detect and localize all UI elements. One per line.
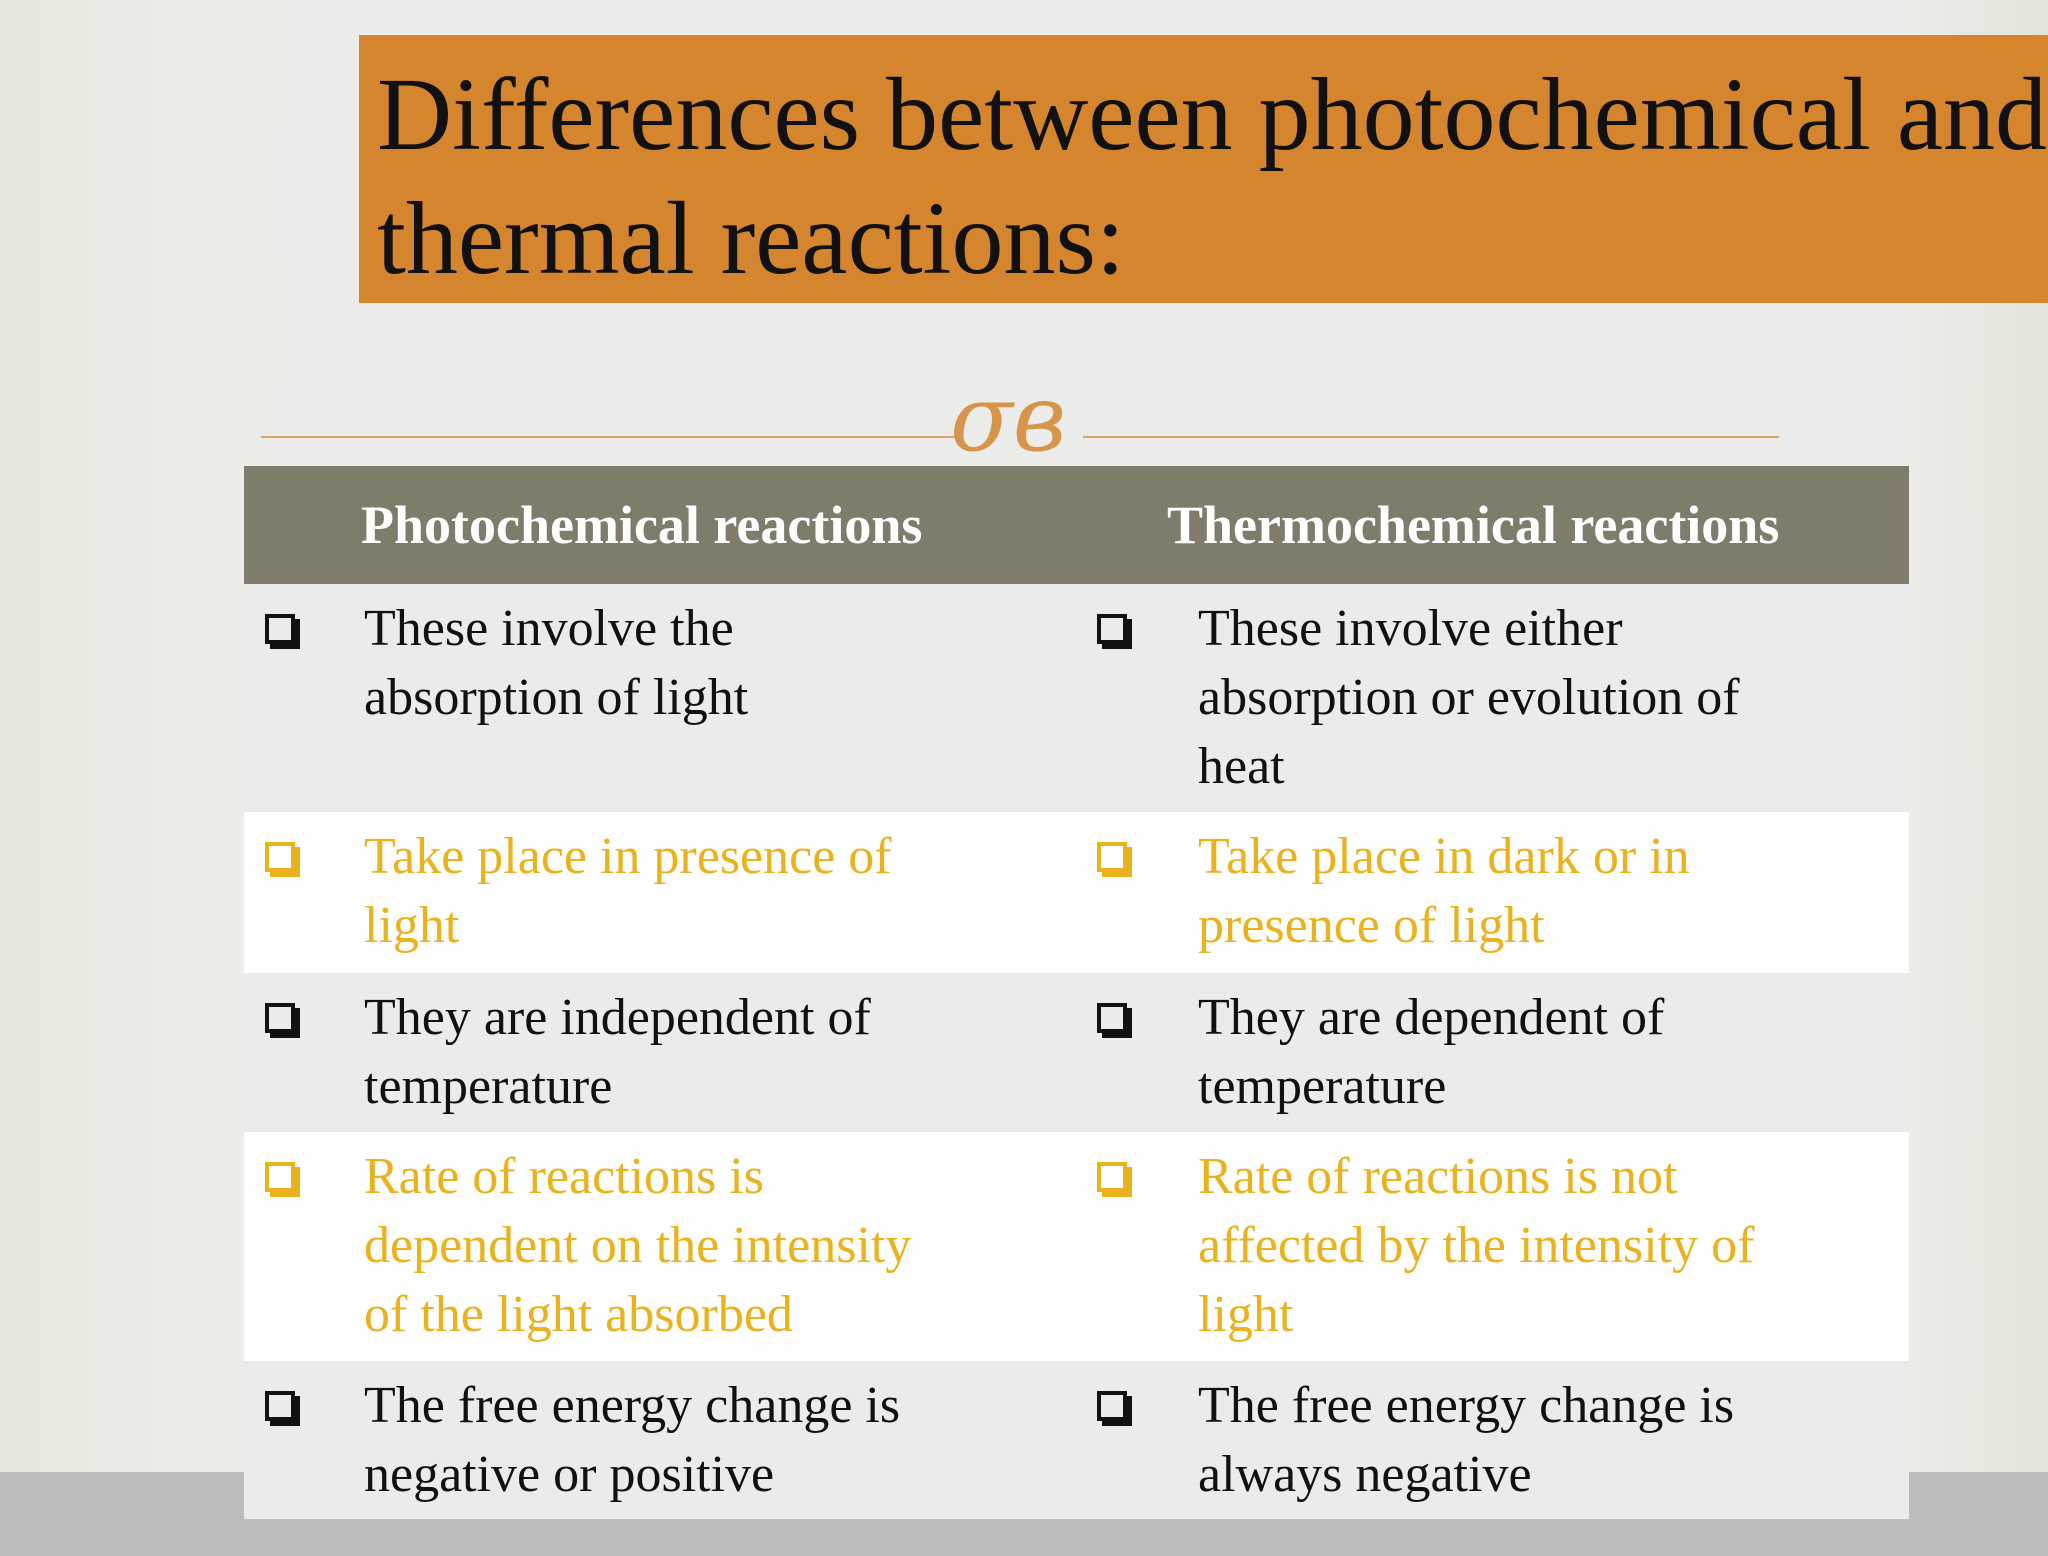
table-row: The free energy change is negative or po… bbox=[244, 1361, 1909, 1519]
table-row: Rate of reactions is dependent on the in… bbox=[244, 1132, 1909, 1361]
checkbox-bullet bbox=[1097, 842, 1127, 872]
title-box: Differences between photochemical and th… bbox=[359, 35, 2048, 303]
checkbox-bullet bbox=[265, 1391, 295, 1421]
divider bbox=[1083, 436, 1779, 438]
ornament: σв bbox=[950, 365, 1067, 472]
checkbox-bullet bbox=[1097, 1162, 1127, 1192]
title: Differences between photochemical and th… bbox=[377, 57, 2047, 296]
table-cell: The free energy change is always negativ… bbox=[1198, 1377, 1735, 1503]
table-row: Take place in presence of light Take plac… bbox=[244, 812, 1909, 973]
checkbox-bullet bbox=[1097, 614, 1127, 644]
table-cell: These involve either absorption or evolu… bbox=[1198, 600, 1740, 795]
table-cell: Rate of reactions is dependent on the in… bbox=[364, 1148, 912, 1343]
checkbox-bullet bbox=[1097, 1391, 1127, 1421]
table-header: Photochemical reactions Thermochemical r… bbox=[244, 466, 1909, 584]
checkbox-bullet bbox=[265, 1003, 295, 1033]
checkbox-bullet bbox=[265, 1162, 295, 1192]
table-row: They are independent of temperature They … bbox=[244, 973, 1909, 1132]
table-cell: These involve the absorption of light bbox=[364, 600, 749, 726]
table-cell: Take place in dark or in presence of lig… bbox=[1198, 828, 1690, 954]
table-row: These involve the absorption of light The… bbox=[244, 584, 1909, 812]
header-cell: Photochemical reactions bbox=[361, 495, 923, 555]
checkbox-bullet bbox=[1097, 1003, 1127, 1033]
table-cell: They are dependent of temperature bbox=[1198, 989, 1665, 1115]
header-cell: Thermochemical reactions bbox=[1167, 495, 1780, 555]
checkbox-bullet bbox=[265, 842, 295, 872]
comparison-table: Photochemical reactions Thermochemical r… bbox=[244, 466, 1909, 1519]
divider bbox=[261, 436, 961, 438]
table-cell: They are independent of temperature bbox=[364, 989, 871, 1115]
table-body: These involve the absorption of light The… bbox=[244, 584, 1909, 1519]
table-cell: Rate of reactions is not affected by the… bbox=[1198, 1148, 1755, 1343]
table-cell: The free energy change is negative or po… bbox=[364, 1377, 901, 1503]
checkbox-bullet bbox=[265, 614, 295, 644]
table-cell: Take place in presence of light bbox=[364, 828, 892, 954]
